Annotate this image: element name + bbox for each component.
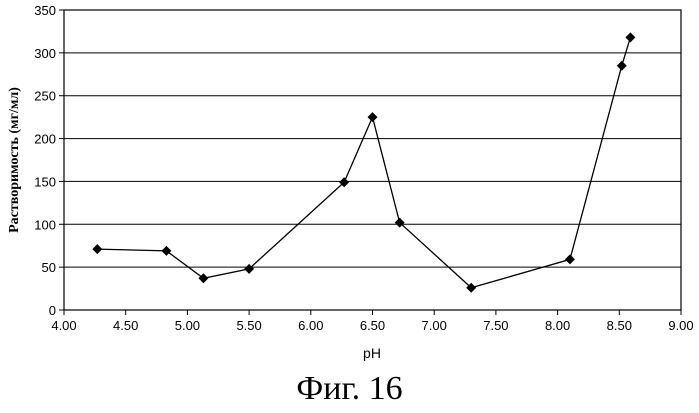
data-point [565,254,575,264]
x-tick-label: 7.50 [483,318,508,333]
y-tick-label: 250 [34,89,56,104]
x-axis-label: pH [363,345,381,361]
x-axis-ticks: 4.00 4.50 5.00 5.50 6.00 6.50 7.00 7.50 8.00 8.50… [51,310,693,333]
x-tick-label: 4.50 [113,318,138,333]
y-tick-label: 0 [49,303,56,318]
series-line [97,37,630,287]
x-tick-label: 9.00 [668,318,693,333]
data-point [617,61,627,71]
y-tick-label: 350 [34,3,56,18]
data-series [92,32,635,292]
x-tick-label: 6.00 [298,318,323,333]
x-tick-label: 8.00 [545,318,570,333]
data-point [161,246,171,256]
data-point [625,32,635,42]
y-tick-label: 200 [34,132,56,147]
data-point [92,244,102,254]
gridlines [64,53,681,267]
y-axis-label: Растворимость (мг/мл) [7,87,22,233]
y-tick-label: 50 [42,260,56,275]
x-tick-label: 7.00 [422,318,447,333]
y-axis-ticks: 0 50 100 150 200 250 300 350 [34,3,64,318]
figure-caption: Фиг. 16 [0,370,699,408]
x-tick-label: 8.50 [607,318,632,333]
x-tick-label: 5.50 [236,318,261,333]
y-tick-label: 150 [34,174,56,189]
x-tick-label: 5.00 [175,318,200,333]
x-tick-label: 4.00 [51,318,76,333]
y-tick-label: 300 [34,46,56,61]
plot-area-frame [64,10,681,310]
x-tick-label: 6.50 [360,318,385,333]
data-point [368,112,378,122]
chart: 4.00 4.50 5.00 5.50 6.00 6.50 7.00 7.50 8.00 8.50… [0,0,699,370]
data-point [198,273,208,283]
y-tick-label: 100 [34,217,56,232]
